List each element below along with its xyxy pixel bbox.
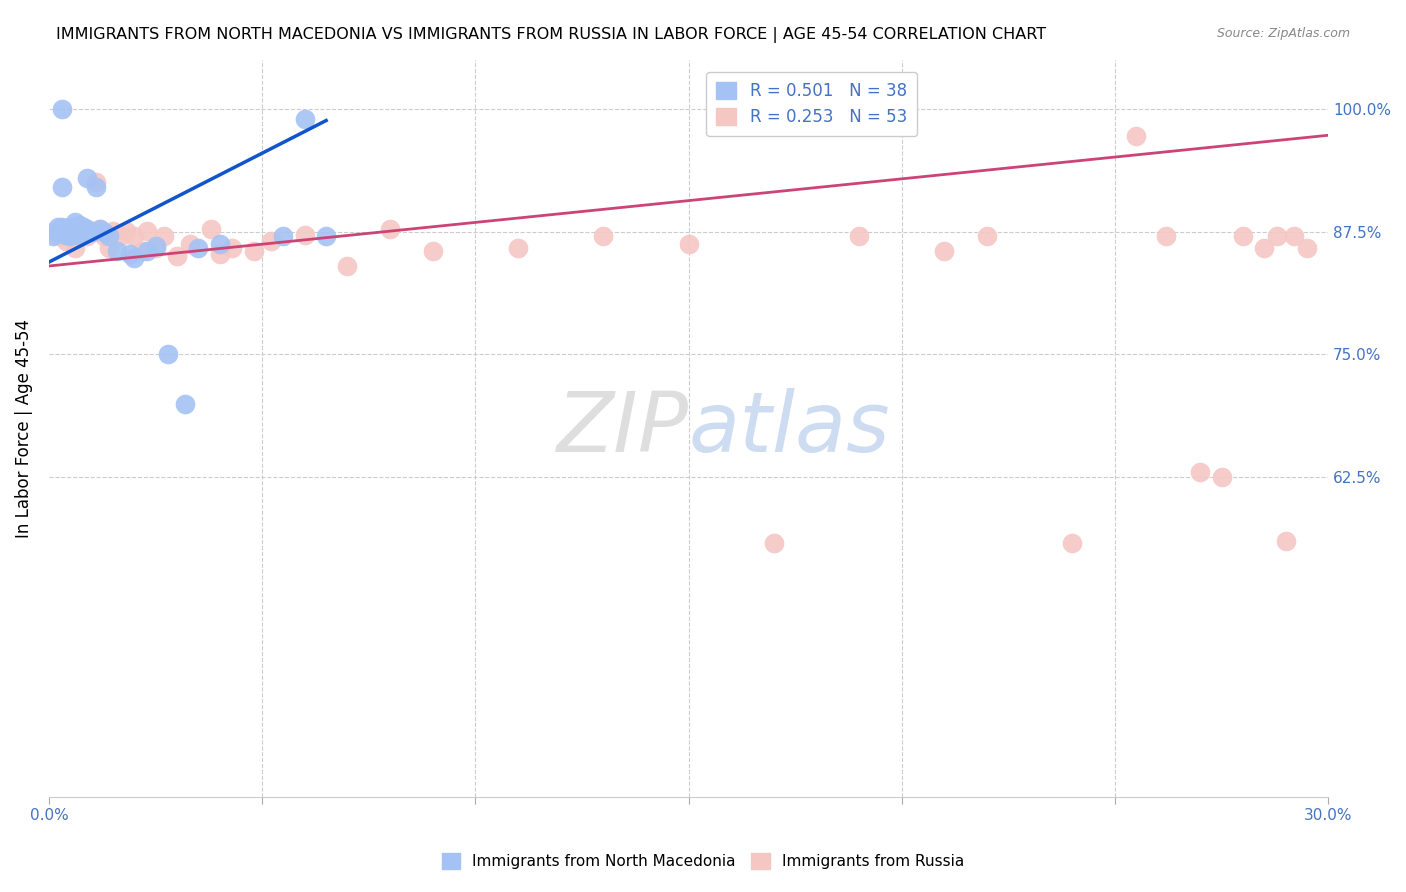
Point (76, 170, 98, 185)
Point (934, 244, 956, 259)
Point (294, 227, 316, 242)
Point (76, 221, 98, 235)
Point (55, 235, 77, 249)
Y-axis label: In Labor Force | Age 45-54: In Labor Force | Age 45-54 (15, 318, 32, 538)
Point (46, 227, 69, 242)
Point (315, 229, 337, 244)
Point (166, 249, 188, 263)
Point (63, 225, 86, 239)
Point (1062, 536, 1084, 550)
Point (67, 227, 90, 242)
Point (67, 227, 90, 241)
Point (42, 229, 65, 244)
Point (132, 244, 155, 259)
Point (157, 347, 180, 361)
Point (221, 241, 243, 255)
Point (1125, 129, 1147, 144)
Point (46, 219, 69, 234)
Point (1232, 229, 1254, 244)
Point (1282, 229, 1305, 244)
Legend: Immigrants from North Macedonia, Immigrants from Russia: Immigrants from North Macedonia, Immigra… (436, 847, 970, 875)
Point (67, 221, 90, 235)
Point (67, 218, 90, 232)
Text: atlas: atlas (689, 388, 890, 468)
Point (336, 259, 359, 273)
Point (63, 215, 86, 229)
Point (59, 219, 82, 234)
Point (89, 221, 111, 235)
Point (63, 224, 86, 238)
Point (208, 247, 231, 261)
Point (179, 237, 201, 252)
Point (97, 241, 120, 255)
Point (153, 229, 176, 244)
Point (93, 229, 115, 244)
Point (72, 225, 94, 239)
Point (84, 180, 107, 194)
Point (114, 224, 136, 238)
Point (145, 239, 167, 253)
Point (1274, 534, 1296, 549)
Point (592, 229, 614, 244)
Point (200, 221, 222, 235)
Point (1295, 241, 1317, 255)
Legend: R = 0.501   N = 38, R = 0.253   N = 53: R = 0.501 N = 38, R = 0.253 N = 53 (706, 71, 917, 136)
Point (187, 241, 209, 255)
Point (63, 241, 86, 255)
Point (976, 229, 998, 244)
Point (84, 176, 107, 190)
Point (42, 225, 65, 239)
Point (260, 235, 283, 249)
Point (145, 241, 167, 255)
Point (1189, 466, 1212, 480)
Point (51, 229, 73, 244)
Point (59, 227, 82, 242)
Point (72, 219, 94, 234)
Point (89, 221, 111, 235)
Point (76, 229, 98, 244)
Point (80, 224, 103, 238)
Point (55, 224, 77, 238)
Point (51, 102, 73, 116)
Point (242, 244, 264, 259)
Text: IMMIGRANTS FROM NORTH MACEDONIA VS IMMIGRANTS FROM RUSSIA IN LABOR FORCE | AGE 4: IMMIGRANTS FROM NORTH MACEDONIA VS IMMIG… (56, 27, 1046, 43)
Point (80, 225, 103, 239)
Point (136, 224, 159, 238)
Point (122, 229, 145, 244)
Point (110, 229, 132, 244)
Point (93, 225, 115, 239)
Point (51, 219, 73, 234)
Point (122, 251, 145, 265)
Point (136, 244, 159, 259)
Point (762, 536, 785, 550)
Point (63, 219, 86, 234)
Point (1253, 241, 1275, 255)
Point (174, 396, 197, 410)
Point (59, 229, 82, 244)
Point (59, 225, 82, 239)
Point (1154, 229, 1177, 244)
Point (46, 225, 69, 239)
Point (72, 219, 94, 234)
Point (422, 244, 444, 259)
Text: Source: ZipAtlas.com: Source: ZipAtlas.com (1216, 27, 1350, 40)
Point (378, 221, 401, 235)
Point (848, 229, 870, 244)
Text: ZIP: ZIP (557, 388, 689, 468)
Point (51, 180, 73, 194)
Point (1265, 229, 1288, 244)
Point (294, 112, 316, 126)
Point (273, 229, 295, 244)
Point (55, 227, 77, 242)
Point (506, 241, 529, 255)
Point (208, 237, 231, 252)
Point (678, 237, 700, 252)
Point (105, 244, 128, 259)
Point (118, 247, 141, 261)
Point (97, 229, 120, 244)
Point (101, 224, 124, 238)
Point (1211, 470, 1233, 484)
